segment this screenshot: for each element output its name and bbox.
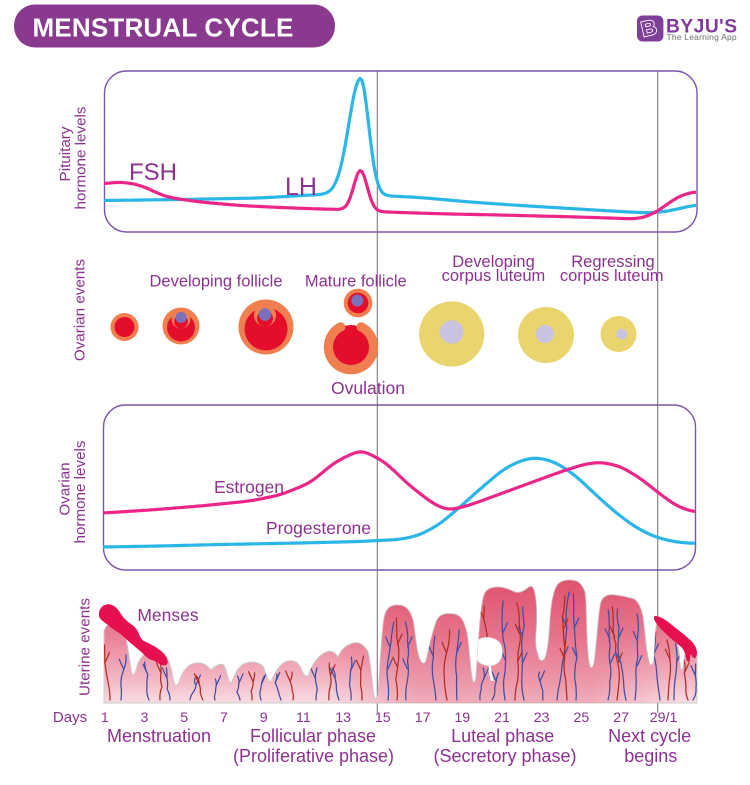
svg-text:Ovarian events: Ovarian events (72, 259, 89, 362)
svg-text:hormone levels: hormone levels (72, 440, 89, 543)
svg-text:23: 23 (534, 710, 550, 726)
svg-text:Mature follicle: Mature follicle (305, 273, 407, 291)
svg-text:9: 9 (260, 710, 268, 726)
svg-text:FSH: FSH (129, 159, 177, 186)
svg-text:Pituitary: Pituitary (57, 126, 74, 181)
svg-text:25: 25 (574, 710, 590, 726)
svg-text:corpus luteum: corpus luteum (442, 267, 546, 285)
svg-text:Menstruation: Menstruation (107, 726, 211, 746)
svg-text:begins: begins (624, 746, 677, 766)
svg-text:15: 15 (375, 710, 391, 726)
svg-text:19: 19 (454, 710, 470, 726)
svg-text:1: 1 (101, 710, 109, 726)
svg-text:Developing: Developing (452, 253, 535, 271)
svg-text:B: B (639, 16, 659, 42)
svg-text:Progesterone: Progesterone (266, 518, 371, 538)
svg-text:Developing follicle: Developing follicle (150, 273, 283, 291)
svg-text:3: 3 (141, 710, 149, 726)
svg-text:(Proliferative phase): (Proliferative phase) (233, 746, 394, 766)
svg-text:BYJU'S: BYJU'S (666, 17, 738, 38)
svg-text:11: 11 (296, 710, 311, 726)
svg-text:Luteal phase: Luteal phase (451, 726, 554, 746)
svg-text:corpus luteum: corpus luteum (560, 267, 664, 285)
svg-text:Ovarian: Ovarian (57, 462, 74, 515)
svg-text:The Learning App: The Learning App (667, 32, 737, 42)
svg-text:Estrogen: Estrogen (214, 477, 284, 497)
svg-text:7: 7 (220, 710, 228, 726)
svg-text:17: 17 (415, 710, 431, 726)
svg-text:27: 27 (613, 710, 629, 726)
svg-text:21: 21 (494, 710, 510, 726)
svg-text:LH: LH (285, 173, 317, 201)
svg-text:Uterine events: Uterine events (77, 598, 94, 696)
svg-text:Ovulation: Ovulation (331, 378, 405, 398)
svg-text:Follicular phase: Follicular phase (250, 726, 376, 746)
svg-text:29/1: 29/1 (650, 710, 678, 726)
svg-text:Regressing: Regressing (571, 253, 654, 271)
svg-text:(Secretory phase): (Secretory phase) (433, 746, 576, 766)
svg-text:Menses: Menses (137, 605, 199, 625)
svg-text:MENSTRUAL CYCLE: MENSTRUAL CYCLE (32, 13, 293, 43)
svg-text:Next cycle: Next cycle (608, 726, 691, 746)
svg-text:13: 13 (335, 710, 351, 726)
svg-text:hormone levels: hormone levels (73, 106, 90, 209)
svg-text:Days: Days (53, 709, 87, 726)
svg-text:5: 5 (180, 710, 188, 726)
